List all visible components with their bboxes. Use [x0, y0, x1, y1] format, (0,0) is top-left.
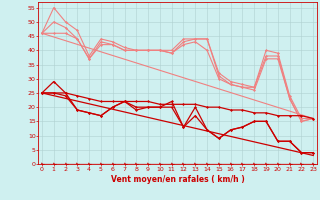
X-axis label: Vent moyen/en rafales ( km/h ): Vent moyen/en rafales ( km/h ) [111, 175, 244, 184]
